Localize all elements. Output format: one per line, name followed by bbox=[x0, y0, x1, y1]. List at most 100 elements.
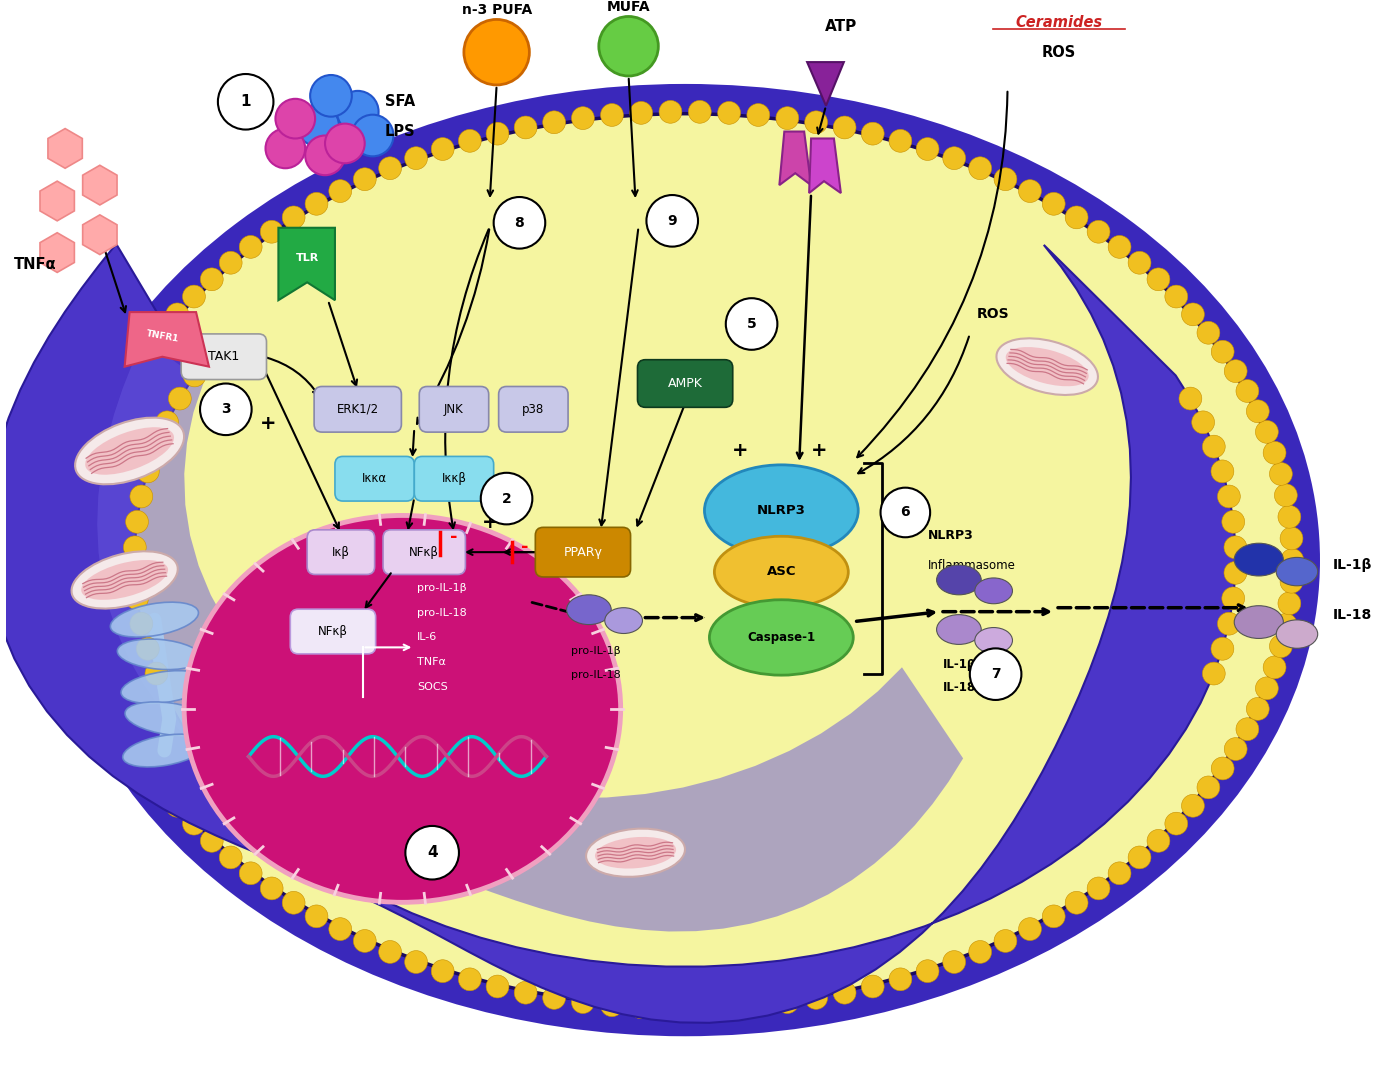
Circle shape bbox=[725, 298, 777, 350]
Circle shape bbox=[805, 986, 827, 1010]
Text: ASC: ASC bbox=[767, 565, 797, 579]
Circle shape bbox=[1128, 846, 1151, 869]
Circle shape bbox=[630, 101, 652, 125]
Ellipse shape bbox=[1277, 558, 1317, 586]
FancyBboxPatch shape bbox=[307, 530, 375, 575]
Circle shape bbox=[1256, 677, 1278, 699]
Circle shape bbox=[1165, 812, 1187, 835]
Ellipse shape bbox=[80, 114, 1291, 1006]
Ellipse shape bbox=[595, 837, 676, 869]
Circle shape bbox=[183, 364, 206, 387]
Circle shape bbox=[130, 612, 153, 635]
Text: IL-1β: IL-1β bbox=[944, 658, 977, 671]
Circle shape bbox=[486, 123, 510, 145]
Circle shape bbox=[67, 527, 90, 550]
Ellipse shape bbox=[50, 84, 1320, 1036]
Circle shape bbox=[260, 221, 283, 243]
Polygon shape bbox=[97, 339, 963, 932]
Circle shape bbox=[70, 505, 92, 529]
Circle shape bbox=[746, 994, 770, 1017]
Circle shape bbox=[1203, 435, 1225, 458]
Circle shape bbox=[200, 384, 252, 435]
Text: 1: 1 bbox=[241, 94, 251, 110]
Circle shape bbox=[266, 129, 305, 168]
Circle shape bbox=[1211, 757, 1233, 780]
Polygon shape bbox=[0, 244, 1236, 1023]
Ellipse shape bbox=[185, 516, 620, 902]
Circle shape bbox=[305, 905, 328, 927]
Text: NFκβ: NFκβ bbox=[318, 625, 349, 639]
Circle shape bbox=[942, 147, 966, 169]
Circle shape bbox=[92, 420, 115, 443]
Circle shape bbox=[123, 359, 146, 383]
Text: 3: 3 bbox=[221, 402, 231, 417]
Text: IL-18: IL-18 bbox=[944, 680, 976, 694]
Circle shape bbox=[70, 592, 92, 615]
Circle shape bbox=[1280, 570, 1303, 593]
Text: 9: 9 bbox=[668, 214, 678, 228]
Ellipse shape bbox=[1235, 605, 1284, 639]
Ellipse shape bbox=[1277, 620, 1317, 648]
Ellipse shape bbox=[120, 671, 207, 704]
Circle shape bbox=[889, 968, 911, 990]
Circle shape bbox=[916, 959, 939, 983]
Polygon shape bbox=[83, 215, 118, 255]
Circle shape bbox=[67, 549, 90, 571]
Polygon shape bbox=[125, 312, 209, 367]
Circle shape bbox=[353, 930, 377, 952]
Circle shape bbox=[123, 536, 146, 559]
Circle shape bbox=[150, 321, 174, 344]
Circle shape bbox=[1218, 485, 1240, 507]
Text: pro-IL-18: pro-IL-18 bbox=[417, 608, 468, 617]
Circle shape bbox=[1246, 697, 1270, 721]
Circle shape bbox=[239, 862, 262, 885]
Text: 6: 6 bbox=[900, 505, 910, 519]
Circle shape bbox=[200, 829, 223, 852]
Circle shape bbox=[260, 877, 283, 900]
Ellipse shape bbox=[111, 602, 199, 637]
Circle shape bbox=[1270, 463, 1292, 485]
Circle shape bbox=[1211, 340, 1233, 364]
Circle shape bbox=[689, 100, 711, 124]
Circle shape bbox=[126, 587, 148, 610]
Circle shape bbox=[146, 435, 168, 458]
Text: pro-IL-1β: pro-IL-1β bbox=[417, 583, 468, 593]
Circle shape bbox=[165, 794, 189, 818]
Circle shape bbox=[101, 400, 123, 423]
Circle shape bbox=[168, 387, 192, 410]
Text: pro-IL-1β: pro-IL-1β bbox=[571, 646, 620, 657]
Circle shape bbox=[353, 167, 377, 191]
Text: PPARγ: PPARγ bbox=[563, 546, 602, 559]
Text: +: + bbox=[732, 441, 748, 459]
Circle shape bbox=[73, 613, 95, 636]
Circle shape bbox=[276, 99, 315, 139]
Ellipse shape bbox=[81, 560, 168, 600]
Circle shape bbox=[1224, 738, 1247, 760]
Text: pro-IL-18: pro-IL-18 bbox=[571, 671, 620, 680]
Ellipse shape bbox=[710, 600, 853, 675]
Circle shape bbox=[1165, 285, 1187, 308]
Text: JNK: JNK bbox=[444, 403, 463, 416]
Circle shape bbox=[136, 637, 160, 660]
Circle shape bbox=[969, 940, 991, 964]
Circle shape bbox=[1222, 587, 1245, 610]
Polygon shape bbox=[809, 139, 841, 193]
Text: Iκκβ: Iκκβ bbox=[441, 472, 466, 485]
Circle shape bbox=[123, 738, 146, 760]
Circle shape bbox=[405, 147, 427, 169]
Circle shape bbox=[325, 124, 365, 163]
FancyBboxPatch shape bbox=[535, 528, 630, 577]
Text: ERK1/2: ERK1/2 bbox=[337, 403, 379, 416]
Circle shape bbox=[1263, 656, 1287, 679]
Circle shape bbox=[1147, 829, 1170, 852]
Circle shape bbox=[218, 74, 273, 130]
Ellipse shape bbox=[974, 578, 1012, 603]
Circle shape bbox=[599, 16, 658, 76]
Circle shape bbox=[329, 180, 351, 203]
FancyBboxPatch shape bbox=[335, 456, 414, 501]
Circle shape bbox=[1281, 549, 1303, 571]
FancyBboxPatch shape bbox=[384, 530, 465, 575]
Circle shape bbox=[297, 104, 339, 146]
Text: TNFR1: TNFR1 bbox=[146, 329, 179, 344]
Circle shape bbox=[155, 410, 179, 434]
